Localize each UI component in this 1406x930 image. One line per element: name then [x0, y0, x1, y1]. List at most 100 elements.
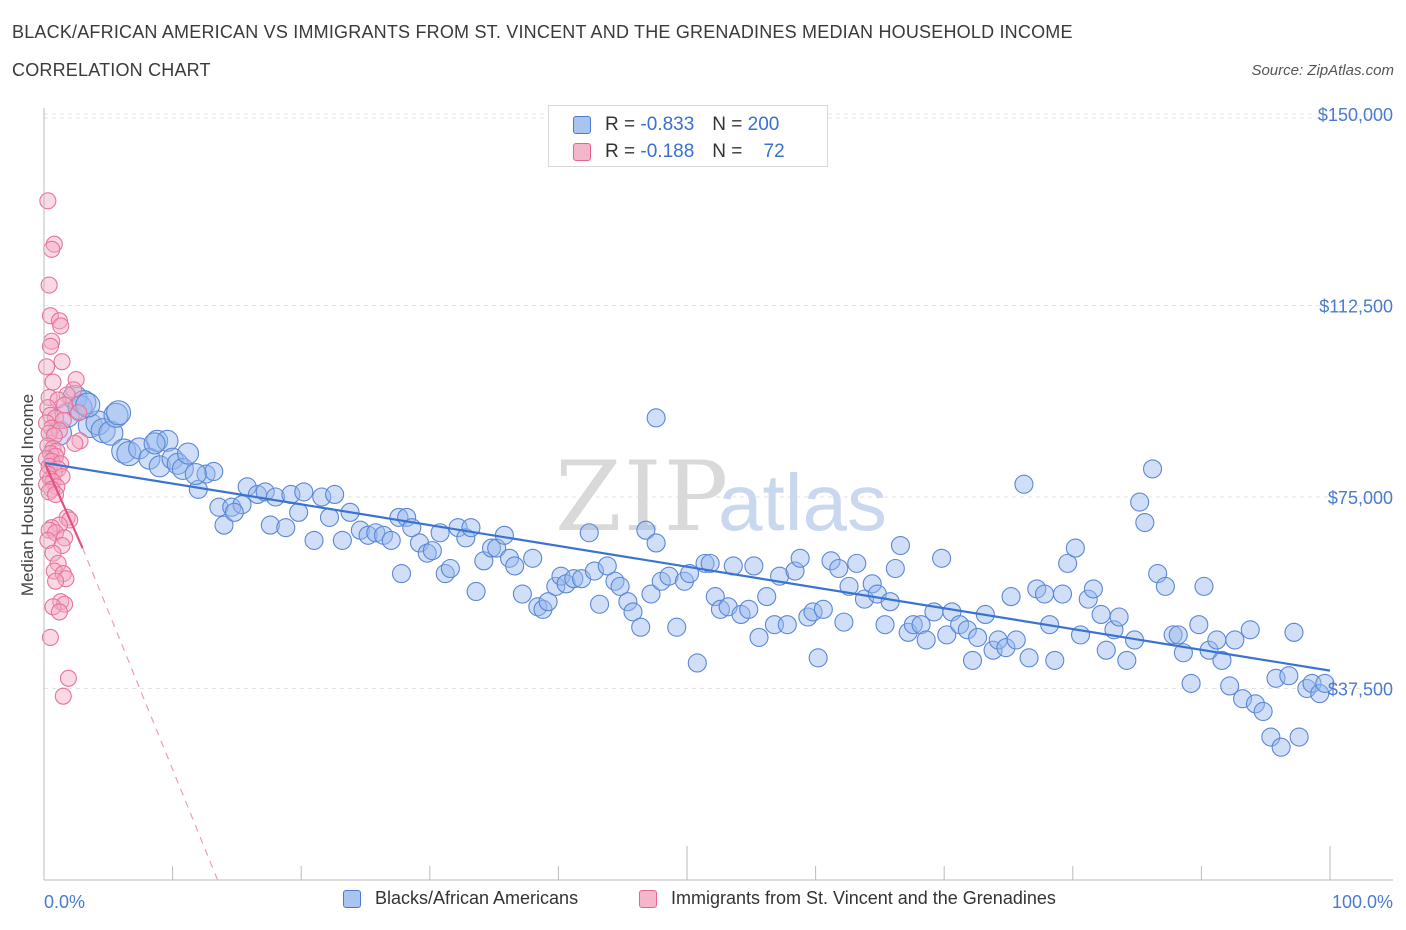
data-point-blacks [739, 599, 759, 619]
data-point-blacks [528, 597, 548, 617]
data-point-blacks [176, 442, 200, 465]
data-point-blacks [932, 548, 952, 568]
data-point-blacks [821, 551, 841, 571]
data-point-blacks [1245, 694, 1265, 714]
data-point-blacks [646, 533, 666, 553]
data-point-blacks [710, 599, 730, 619]
trendline-immigrants [42, 460, 84, 549]
data-point-immigrants [50, 603, 68, 621]
legend-n-label: N = [712, 141, 743, 162]
data-point-blacks [1261, 727, 1281, 747]
data-point-blacks [1225, 630, 1245, 650]
data-point-blacks [1271, 737, 1291, 757]
data-point-blacks [1006, 630, 1026, 650]
data-point-immigrants [47, 572, 65, 590]
data-point-blacks [1233, 689, 1253, 709]
data-point-blacks [623, 602, 643, 622]
data-point-blacks [1310, 684, 1330, 704]
chart-subtitle: CORRELATION CHART [12, 60, 211, 80]
legend-n-value: 200 [747, 114, 780, 135]
y-tick-label: $75,000 [1328, 488, 1393, 508]
data-point-blacks [106, 400, 132, 426]
data-point-blacks [260, 515, 280, 535]
data-point-blacks [957, 620, 977, 640]
data-point-blacks [700, 553, 720, 573]
y-axis-label: Median Household Income [18, 394, 37, 596]
data-point-blacks [1065, 538, 1085, 558]
data-point-blacks [885, 558, 905, 579]
data-point-blacks [790, 548, 810, 568]
data-point-immigrants [56, 396, 74, 414]
data-point-blacks [590, 594, 610, 614]
data-point-blacks [597, 556, 617, 576]
data-point-blacks [1014, 474, 1034, 494]
legend-r-label: R = [605, 141, 636, 162]
series-immigrants [38, 192, 89, 705]
data-point-blacks [505, 556, 525, 576]
data-point-blacks [461, 518, 481, 538]
data-point-blacks [435, 564, 455, 584]
data-point-blacks [641, 584, 661, 604]
data-point-blacks [1163, 625, 1183, 645]
data-point-blacks [148, 455, 171, 478]
series-legend: Blacks/African Americans Immigrants from… [0, 888, 1406, 916]
legend-r-value: -0.833 [640, 114, 695, 135]
data-point-blacks [304, 530, 324, 550]
data-point-blacks [1189, 615, 1209, 635]
data-point-blacks [757, 587, 777, 607]
legend-n-label: N = [712, 114, 743, 135]
source-label: Source: ZipAtlas.com [1251, 62, 1394, 79]
data-point-immigrants [54, 687, 72, 705]
data-point-blacks [1083, 579, 1103, 599]
data-point-blacks [1253, 701, 1273, 722]
data-point-blacks [1117, 650, 1137, 670]
data-point-immigrants [39, 192, 57, 210]
data-point-blacks [381, 530, 401, 550]
stats-legend: R = -0.833 N = 200 R = -0.188 N = 72 [548, 105, 828, 167]
data-point-blacks [808, 648, 828, 668]
data-point-blacks [1142, 459, 1163, 479]
series-legend-blacks[interactable]: Blacks/African Americans [343, 888, 578, 909]
data-point-blacks [813, 599, 833, 619]
data-point-immigrants [53, 353, 71, 371]
data-point-blacks [636, 520, 656, 540]
data-point-blacks [1078, 589, 1098, 609]
data-point-blacks [880, 592, 900, 612]
data-point-blacks [618, 592, 638, 612]
legend-row-immigrants: R = -0.188 N = 72 [573, 140, 785, 164]
legend-r-value: -0.188 [640, 141, 695, 162]
legend-swatch-blue [573, 116, 591, 134]
data-point-blacks [319, 507, 340, 527]
data-point-blacks [1019, 648, 1039, 668]
data-point-immigrants [50, 422, 68, 440]
series-legend-immigrants[interactable]: Immigrants from St. Vincent and the Gren… [639, 888, 1056, 909]
data-point-blacks [744, 556, 764, 576]
data-point-blacks [366, 523, 386, 543]
data-point-blacks [1155, 576, 1175, 596]
series-label-immigrants: Immigrants from St. Vincent and the Gren… [671, 888, 1056, 908]
points-layer [38, 192, 1335, 757]
data-point-blacks [417, 543, 437, 563]
data-point-blacks [332, 530, 352, 550]
data-point-blacks [680, 564, 700, 584]
watermark: ZIP atlas [555, 441, 887, 553]
data-point-blacks [204, 461, 224, 482]
legend-n-value: 72 [763, 141, 785, 162]
data-point-blacks [798, 607, 818, 627]
data-point-blacks [481, 538, 502, 558]
data-point-blacks [422, 541, 442, 561]
watermark-atlas: atlas [718, 458, 887, 547]
data-point-blacks [610, 576, 630, 596]
data-point-immigrants [70, 404, 88, 422]
data-point-blacks [631, 617, 651, 637]
data-point-blacks [911, 615, 931, 635]
data-point-blacks [834, 612, 854, 632]
legend-row-blacks: R = -0.833 N = 200 [573, 113, 779, 137]
data-point-blacks [440, 558, 460, 579]
data-point-blacks [646, 408, 666, 428]
data-point-blacks [358, 525, 378, 545]
data-point-immigrants [44, 544, 62, 562]
legend-swatch-pink [573, 143, 591, 161]
data-point-blacks [605, 571, 625, 591]
